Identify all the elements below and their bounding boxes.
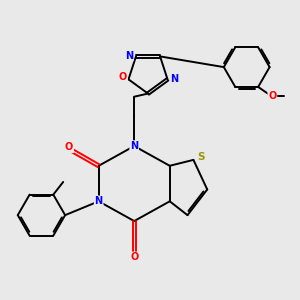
Text: O: O — [119, 72, 127, 82]
Text: O: O — [268, 91, 277, 100]
Text: N: N — [130, 141, 138, 151]
Text: N: N — [171, 74, 179, 84]
Text: N: N — [125, 51, 133, 61]
Text: O: O — [130, 252, 138, 262]
Text: S: S — [198, 152, 205, 162]
Text: N: N — [94, 196, 103, 206]
Text: O: O — [65, 142, 73, 152]
